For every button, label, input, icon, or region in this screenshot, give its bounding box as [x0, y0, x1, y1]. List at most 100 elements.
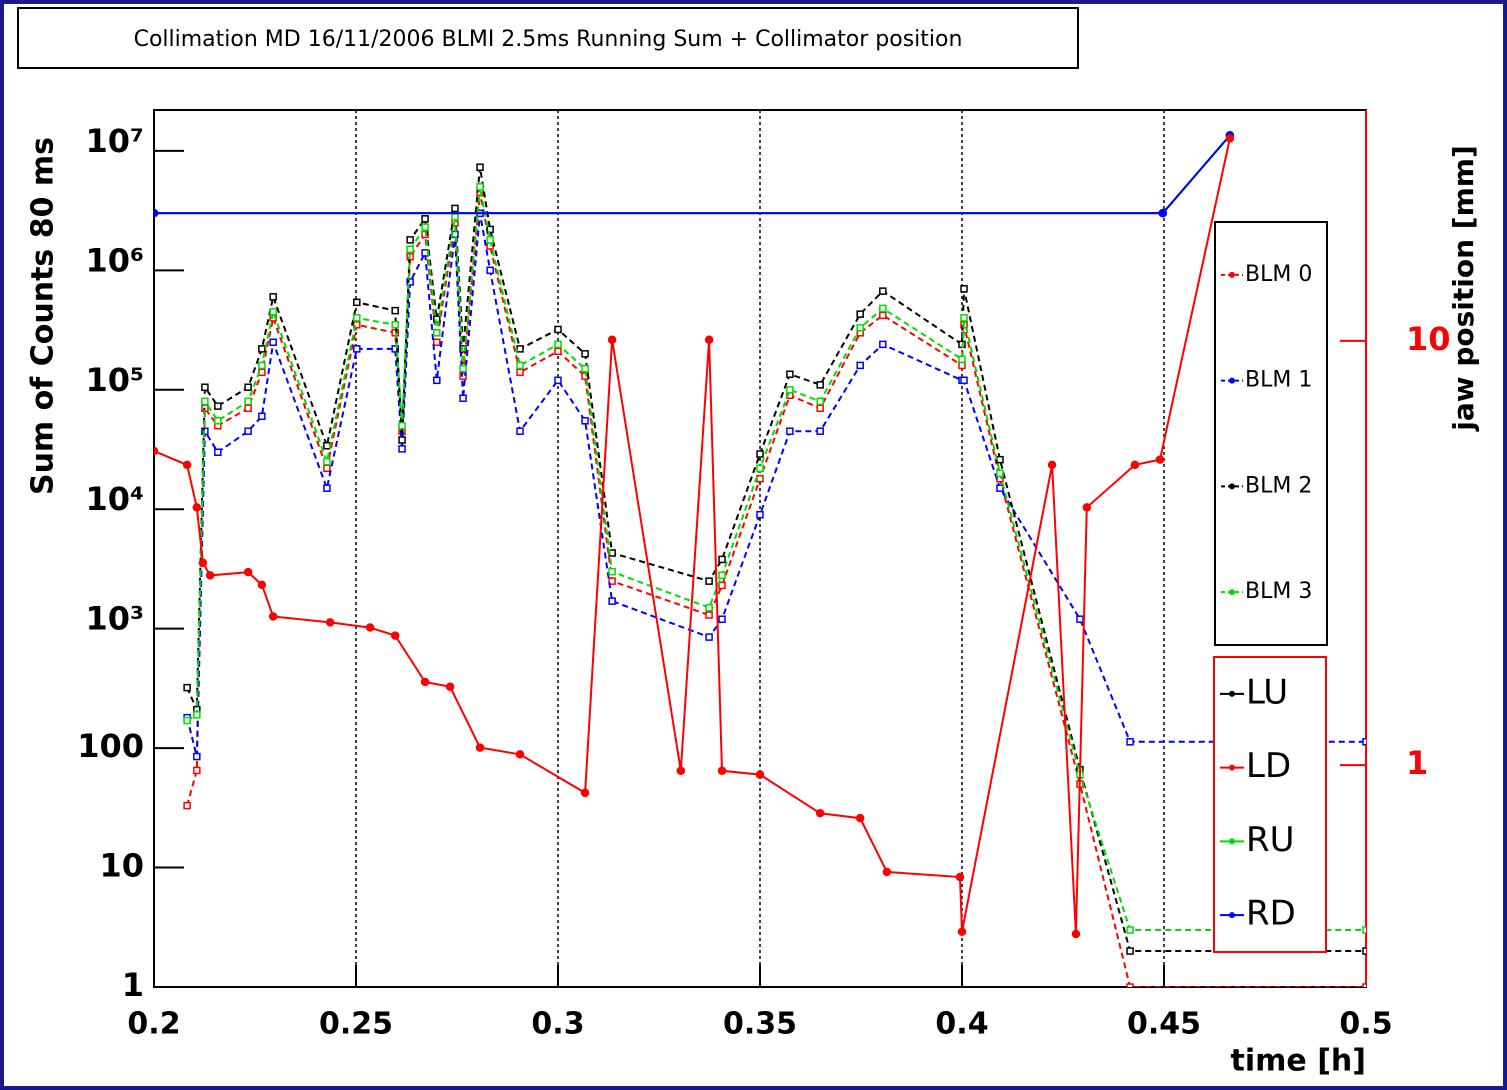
point	[856, 324, 864, 332]
plot-area	[154, 131, 1366, 987]
point	[353, 321, 361, 329]
point	[608, 567, 616, 576]
legend-marker	[1229, 690, 1235, 697]
point	[996, 484, 1004, 492]
point	[244, 404, 252, 413]
point	[879, 340, 887, 349]
legend-label: BLM 2	[1245, 473, 1312, 498]
point	[323, 464, 331, 473]
legend-label: RU	[1246, 820, 1295, 860]
y2-tick-label: 10	[1406, 320, 1451, 358]
point	[1126, 926, 1134, 934]
y-tick-label: 10⁴	[85, 480, 144, 518]
point	[756, 474, 764, 483]
point	[257, 580, 267, 590]
point	[193, 766, 201, 775]
point	[391, 321, 399, 329]
point	[816, 381, 824, 389]
point	[815, 809, 825, 818]
point	[243, 567, 253, 577]
point	[856, 310, 864, 318]
point	[433, 329, 441, 337]
point	[183, 716, 191, 725]
point	[717, 766, 727, 776]
point	[1076, 615, 1084, 623]
point	[269, 308, 277, 316]
point	[957, 927, 967, 936]
legend-marker	[1229, 483, 1235, 490]
point	[214, 417, 222, 425]
point	[406, 236, 414, 244]
point	[516, 345, 524, 353]
x-tick-label: 0.35	[723, 1007, 797, 1042]
x-tick-label: 0.3	[531, 1007, 584, 1042]
legend-marker	[1229, 912, 1235, 919]
point	[398, 445, 406, 453]
legend-label: BLM 3	[1245, 579, 1312, 604]
point	[554, 325, 562, 334]
point	[476, 163, 484, 171]
point	[1082, 503, 1092, 512]
point	[406, 245, 414, 254]
point	[192, 503, 202, 512]
y-axis-label: Sum of Counts 80 ms	[26, 137, 61, 495]
point	[154, 446, 159, 456]
point	[193, 752, 201, 761]
point	[353, 345, 361, 353]
point	[353, 298, 361, 307]
point	[718, 555, 726, 564]
title-box	[17, 7, 1079, 69]
point	[475, 743, 485, 752]
point	[398, 436, 406, 444]
point	[205, 571, 215, 580]
point	[608, 577, 616, 585]
point	[390, 631, 400, 640]
point	[554, 376, 562, 385]
point	[193, 711, 201, 719]
legend-marker	[1229, 271, 1235, 278]
point	[756, 510, 764, 519]
point	[705, 611, 713, 619]
point	[816, 404, 824, 413]
point	[996, 455, 1004, 464]
point	[258, 361, 266, 370]
point	[958, 355, 966, 364]
x-tick-label: 0.45	[1127, 1007, 1201, 1042]
point	[958, 361, 966, 370]
y-tick-label: 100	[77, 727, 144, 765]
y2-tick-label: 1	[1406, 744, 1428, 782]
point	[581, 365, 589, 373]
point	[459, 394, 467, 402]
point	[183, 801, 191, 810]
point	[406, 278, 414, 286]
point	[676, 766, 686, 776]
legend-label: RD	[1246, 894, 1296, 934]
legend-label: BLM 1	[1245, 368, 1312, 393]
point	[214, 448, 222, 456]
legend-marker	[1229, 377, 1235, 384]
point	[459, 372, 467, 380]
point	[718, 581, 726, 590]
point	[516, 427, 524, 435]
point	[365, 623, 375, 632]
point	[1155, 455, 1165, 464]
point	[353, 314, 361, 322]
point	[607, 335, 617, 344]
y-tick-label: 10	[99, 847, 144, 885]
point	[244, 427, 252, 435]
point	[1130, 460, 1140, 470]
point	[258, 345, 266, 353]
x-tick-label: 0.5	[1339, 1007, 1392, 1042]
point	[786, 370, 794, 378]
point	[421, 223, 429, 231]
point	[960, 314, 968, 322]
point	[755, 770, 765, 779]
point	[433, 315, 441, 323]
legend-box	[1214, 221, 1328, 646]
point	[1225, 134, 1235, 143]
point	[705, 603, 713, 612]
point	[996, 469, 1004, 478]
legend-marker	[1229, 589, 1235, 596]
point	[580, 788, 590, 798]
